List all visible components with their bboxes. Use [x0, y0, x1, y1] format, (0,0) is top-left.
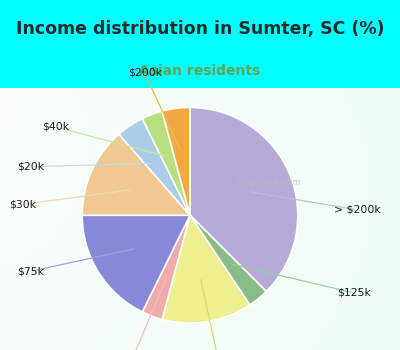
Text: $125k: $125k — [337, 288, 371, 298]
Text: $30k: $30k — [9, 199, 36, 209]
Wedge shape — [82, 134, 190, 215]
Wedge shape — [82, 215, 190, 312]
Text: $40k: $40k — [42, 122, 69, 132]
Wedge shape — [142, 215, 190, 320]
Wedge shape — [162, 215, 250, 323]
Text: Asian residents: Asian residents — [139, 64, 261, 78]
Wedge shape — [142, 111, 190, 215]
Wedge shape — [119, 119, 190, 215]
Text: $200k: $200k — [128, 68, 162, 78]
Wedge shape — [190, 215, 266, 305]
Text: $20k: $20k — [17, 162, 44, 172]
Wedge shape — [162, 107, 190, 215]
Text: City-Data.com: City-Data.com — [230, 178, 300, 187]
Text: $75k: $75k — [17, 266, 44, 276]
Text: > $200k: > $200k — [334, 205, 380, 215]
Text: Income distribution in Sumter, SC (%): Income distribution in Sumter, SC (%) — [16, 20, 384, 38]
Wedge shape — [190, 107, 298, 292]
